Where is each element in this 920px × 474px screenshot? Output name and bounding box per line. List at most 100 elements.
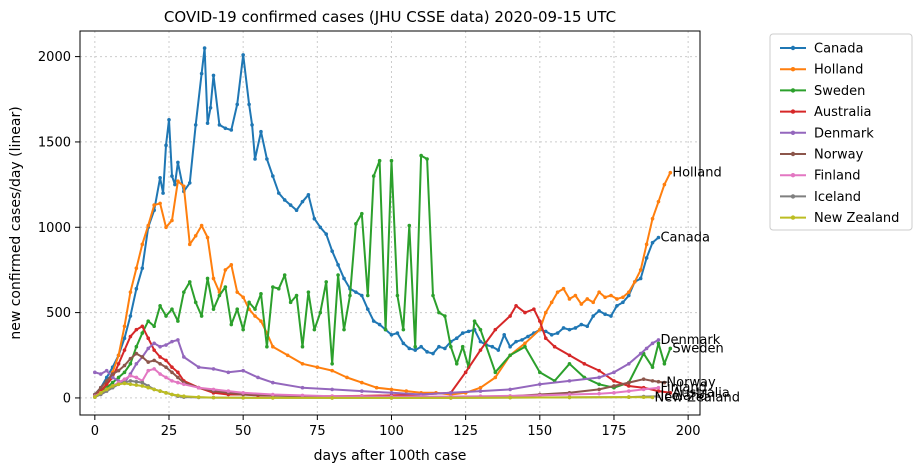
data-point-denmark xyxy=(164,343,168,347)
data-point-denmark xyxy=(330,387,334,392)
legend-marker-new-zealand xyxy=(790,215,796,220)
legend-marker-australia xyxy=(790,109,796,114)
data-point-canada xyxy=(644,256,649,260)
data-point-canada xyxy=(318,225,323,230)
data-point-holland xyxy=(315,365,320,370)
x-tick-label: 50 xyxy=(235,424,252,439)
data-point-finland xyxy=(152,367,156,371)
data-point-canada xyxy=(549,332,554,337)
data-point-canada xyxy=(502,332,507,337)
data-point-australia xyxy=(128,334,133,339)
data-point-canada xyxy=(158,175,162,180)
legend-marker-finland xyxy=(790,173,796,178)
data-point-sweden xyxy=(342,327,346,332)
data-point-sweden xyxy=(454,362,459,366)
data-point-new-zealand xyxy=(170,392,174,397)
data-point-finland xyxy=(300,393,305,398)
data-point-holland xyxy=(205,235,210,240)
data-point-canada xyxy=(609,314,613,318)
data-point-holland xyxy=(609,293,613,298)
data-point-holland xyxy=(662,182,667,187)
end-label-australia: Australia xyxy=(672,386,730,401)
data-point-finland xyxy=(122,377,127,381)
end-label-canada: Canada xyxy=(660,231,709,246)
data-point-denmark xyxy=(158,344,162,349)
data-point-holland xyxy=(285,353,290,358)
series-line-new-zealand xyxy=(94,382,653,399)
data-point-sweden xyxy=(223,285,228,289)
data-point-sweden xyxy=(336,273,340,277)
data-point-sweden xyxy=(265,344,269,349)
data-point-sweden xyxy=(205,276,210,281)
data-point-sweden xyxy=(176,319,180,323)
data-point-australia xyxy=(463,370,468,375)
data-point-holland xyxy=(164,225,168,230)
data-point-canada xyxy=(294,208,299,212)
data-point-sweden xyxy=(460,344,465,349)
data-point-sweden xyxy=(407,223,412,228)
data-point-holland xyxy=(128,290,133,294)
data-point-canada xyxy=(365,307,370,311)
data-point-denmark xyxy=(478,389,483,393)
data-point-sweden xyxy=(597,382,601,387)
data-point-sweden xyxy=(472,319,477,323)
data-point-new-zealand xyxy=(196,395,201,399)
data-point-norway xyxy=(98,385,103,390)
data-point-sweden xyxy=(247,300,251,305)
data-point-australia xyxy=(627,384,631,388)
data-point-sweden xyxy=(523,344,527,349)
data-point-canada xyxy=(395,331,400,335)
end-label-finland: Finland xyxy=(660,381,706,396)
data-point-canada xyxy=(235,102,240,107)
data-point-canada xyxy=(128,314,133,318)
data-point-canada xyxy=(656,235,661,240)
data-point-holland xyxy=(389,387,394,392)
data-point-new-zealand xyxy=(389,396,394,400)
data-point-finland xyxy=(271,392,275,397)
y-tick-label: 2000 xyxy=(38,50,71,65)
data-point-finland xyxy=(134,375,139,380)
data-point-norway xyxy=(641,377,646,381)
data-point-holland xyxy=(638,268,643,272)
data-point-holland xyxy=(573,293,578,298)
data-point-canada xyxy=(217,123,222,127)
legend-label-sweden: Sweden xyxy=(814,84,865,99)
data-point-canada xyxy=(312,216,317,221)
data-point-sweden xyxy=(116,375,121,380)
data-point-canada xyxy=(520,338,524,342)
data-point-canada xyxy=(443,346,447,351)
data-point-finland xyxy=(164,375,168,380)
data-point-iceland xyxy=(134,379,139,384)
data-point-finland xyxy=(226,389,231,393)
data-point-finland xyxy=(196,385,201,390)
data-point-norway xyxy=(122,363,127,368)
data-point-sweden xyxy=(650,365,655,370)
data-point-denmark xyxy=(211,367,216,371)
data-point-iceland xyxy=(140,380,145,385)
data-point-canada xyxy=(140,266,145,271)
data-point-denmark xyxy=(182,355,186,359)
data-point-norway xyxy=(104,379,109,383)
data-point-holland xyxy=(543,310,548,315)
data-point-canada xyxy=(205,121,210,125)
data-point-holland xyxy=(193,234,198,238)
data-point-denmark xyxy=(226,370,231,375)
data-point-finland xyxy=(158,372,162,376)
y-tick-label: 0 xyxy=(63,391,71,406)
data-point-canada xyxy=(360,293,364,298)
end-label-norway: Norway xyxy=(666,376,716,391)
data-point-australia xyxy=(164,358,168,363)
data-point-new-zealand xyxy=(627,395,631,399)
data-point-canada xyxy=(193,123,198,127)
data-point-canada xyxy=(324,232,329,236)
data-point-new-zealand xyxy=(128,382,133,387)
data-point-new-zealand xyxy=(104,387,109,392)
x-tick-label: 0 xyxy=(91,424,99,439)
data-point-new-zealand xyxy=(650,395,655,400)
data-point-sweden xyxy=(211,307,216,311)
data-point-sweden xyxy=(217,293,222,298)
data-point-canada xyxy=(615,303,619,308)
data-point-finland xyxy=(241,391,245,395)
data-point-holland xyxy=(187,242,192,247)
data-point-sweden xyxy=(182,290,186,294)
